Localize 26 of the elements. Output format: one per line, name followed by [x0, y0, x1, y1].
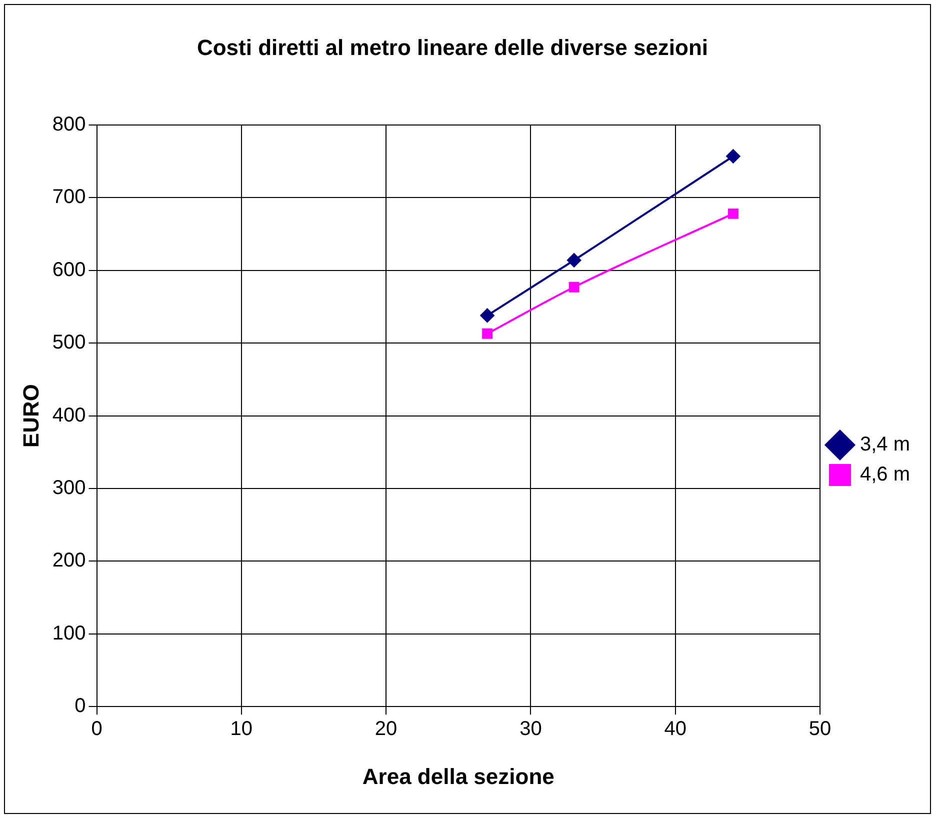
- y-tick-label: 100: [52, 622, 86, 644]
- legend-label: 3,4 m: [860, 434, 910, 456]
- x-tick-label: 30: [520, 718, 542, 740]
- x-tick-label: 0: [91, 718, 102, 740]
- y-axis-title: EURO: [18, 384, 44, 448]
- x-tick-label: 10: [230, 718, 253, 740]
- y-tick-label: 800: [52, 114, 86, 136]
- y-tick-label: 600: [52, 258, 86, 281]
- point: [482, 328, 493, 339]
- y-tick-label: 400: [52, 404, 86, 426]
- point: [728, 208, 738, 219]
- chart-title: Costi diretti al metro lineare delle diverse sezioni: [196, 35, 710, 61]
- point: [567, 253, 582, 268]
- y-tick-label: 500: [52, 332, 86, 354]
- x-tick-label: 40: [664, 718, 686, 740]
- point: [480, 308, 494, 322]
- y-tick-label: 200: [52, 550, 86, 572]
- x-tick-label: 20: [374, 718, 398, 740]
- point: [726, 149, 740, 164]
- legend-label: 4,6 m: [860, 464, 910, 486]
- point: [568, 282, 580, 292]
- y-tick-label: 300: [52, 477, 86, 500]
- x-tick-label: 50: [808, 718, 832, 740]
- x-axis-title: Area della sezione: [362, 764, 554, 789]
- y-tick-label: 700: [52, 186, 86, 208]
- y-tick-label: 0: [74, 695, 86, 718]
